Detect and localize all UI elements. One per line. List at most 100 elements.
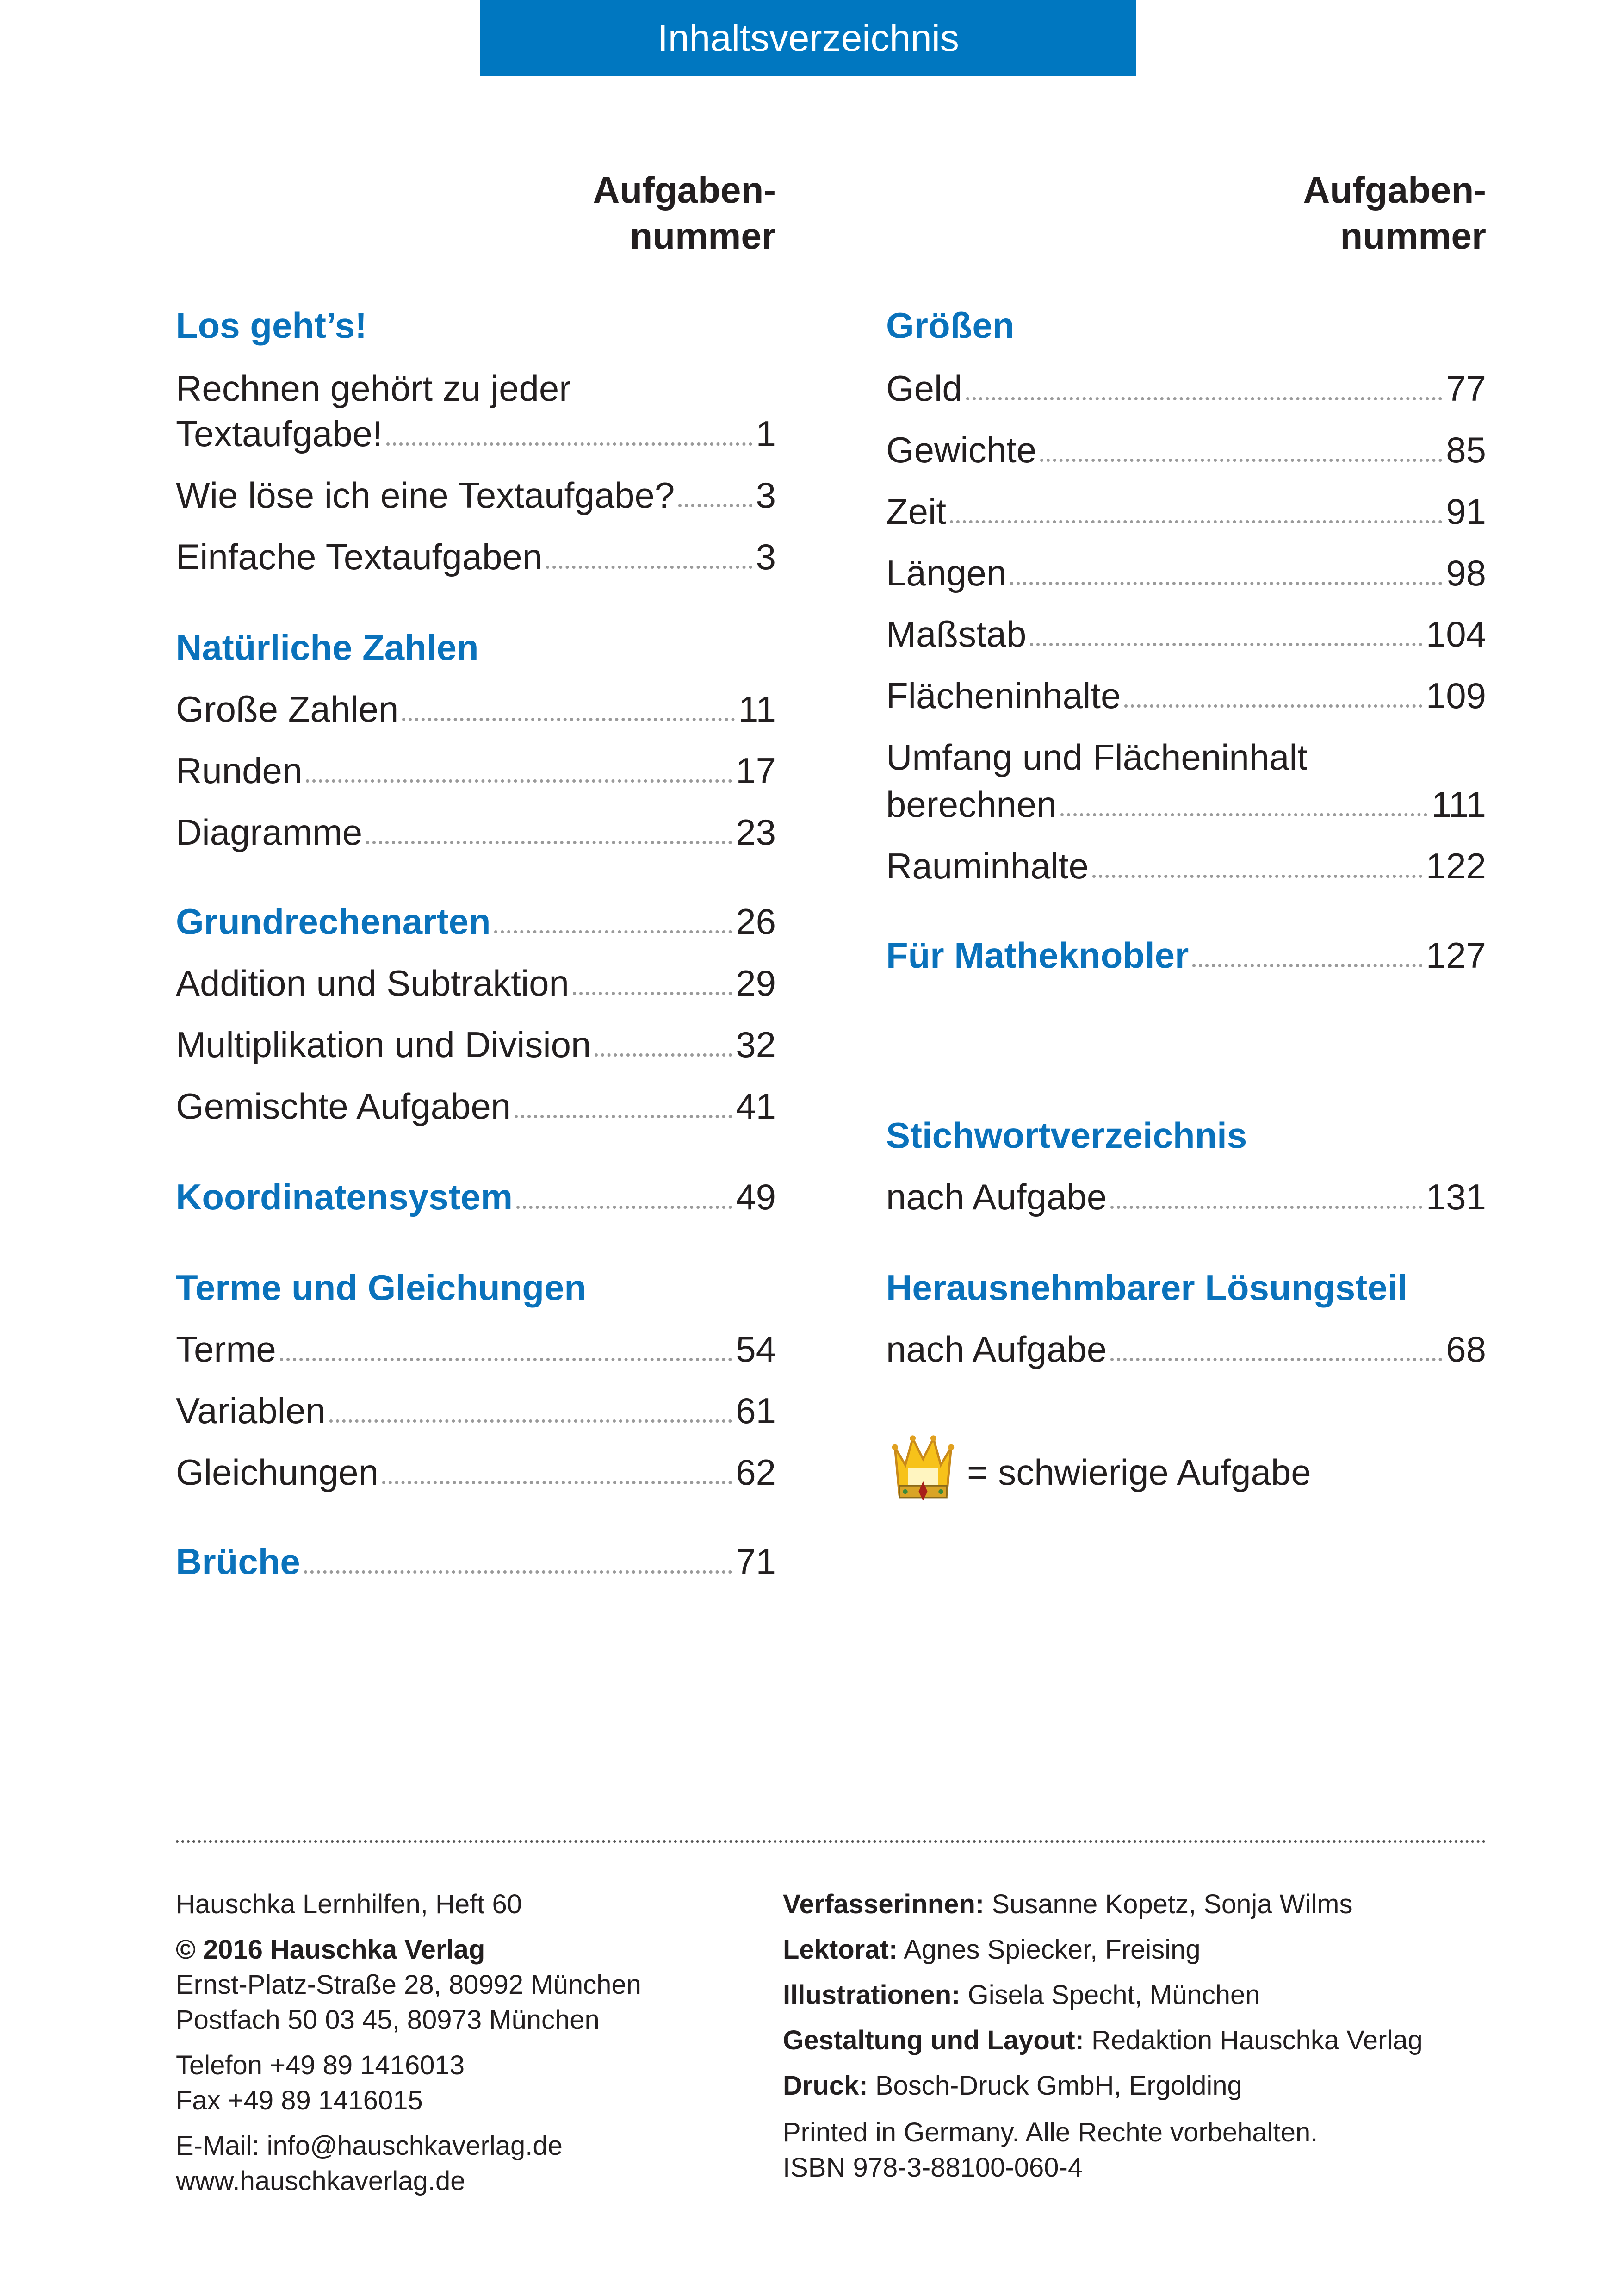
toc-entry[interactable]: Gewichte 85 (886, 426, 1486, 474)
credit-key: Illustrationen: (783, 1979, 961, 2010)
section-heading[interactable]: Terme und Gleichungen (176, 1267, 586, 1308)
entry-label: Diagramme (176, 811, 363, 852)
dot-leader (1092, 874, 1422, 878)
dot-leader (1060, 813, 1428, 816)
entry-number: 127 (1426, 934, 1486, 976)
toc-entry[interactable]: Maßstab 104 (886, 610, 1486, 658)
toc-entry[interactable]: Textaufgabe! 1 (176, 410, 776, 458)
dot-leader (572, 991, 732, 995)
section-heading[interactable]: Größen (886, 305, 1015, 346)
toc-left-column: Aufgaben- nummer Los geht’s! Rechnen geh… (176, 0, 776, 1620)
dot-leader (1040, 458, 1443, 462)
heading-label: Für Matheknobler (886, 934, 1189, 976)
section-heading[interactable]: Brüche 71 (176, 1537, 776, 1586)
entry-number: 11 (738, 688, 776, 729)
section-heading[interactable]: Natürliche Zahlen (176, 627, 479, 668)
entry-number: 98 (1446, 552, 1486, 593)
credit-value: Redaktion Hauschka Verlag (1091, 2025, 1423, 2055)
dot-leader (386, 442, 752, 446)
entry-number: 68 (1446, 1328, 1486, 1369)
legend-text: = schwierige Aufgabe (967, 1451, 1311, 1493)
toc-entry[interactable]: Addition und Subtraktion 29 (176, 959, 776, 1007)
imprint-printed: Printed in Germany. Alle Rechte vorbehal… (783, 2117, 1318, 2148)
toc-entry[interactable]: berechnen 111 (886, 780, 1486, 828)
toc-entry[interactable]: Zeit 91 (886, 487, 1486, 535)
dot-leader (966, 397, 1443, 400)
entry-label: Gleichungen (176, 1451, 378, 1493)
toc-entry[interactable]: Große Zahlen 11 (176, 685, 776, 733)
heading-label: Koordinatensystem (176, 1176, 513, 1217)
dot-leader (329, 1419, 732, 1423)
credit-key: Gestaltung und Layout: (783, 2025, 1084, 2055)
entry-label: berechnen (886, 784, 1057, 825)
section-heading[interactable]: Herausnehmbarer Lösungsteil (886, 1267, 1407, 1308)
imprint-email[interactable]: E-Mail: info@hauschkaverlag.de (176, 2130, 563, 2161)
entry-number: 61 (736, 1390, 776, 1431)
dot-leader (516, 1205, 732, 1209)
dot-leader (304, 1570, 732, 1574)
entry-number: 91 (1446, 491, 1486, 532)
entry-number: 104 (1426, 614, 1486, 655)
entry-number: 111 (1431, 784, 1486, 825)
credit-key: Druck: (783, 2070, 868, 2101)
dot-leader (1192, 964, 1422, 967)
imprint-copyright: © 2016 Hauschka Verlag (176, 1934, 485, 1965)
dot-leader (1124, 704, 1422, 708)
entry-number: 3 (756, 536, 776, 577)
toc-entry[interactable]: Gleichungen 62 (176, 1448, 776, 1496)
toc-entry[interactable]: Diagramme 23 (176, 808, 776, 856)
entry-number: 32 (736, 1024, 776, 1065)
column-header-line1: Aufgaben- (593, 169, 776, 211)
toc-entry[interactable]: Rauminhalte 122 (886, 842, 1486, 890)
entry-number: 77 (1446, 367, 1486, 409)
entry-label: Rauminhalte (886, 845, 1089, 886)
separator-line (176, 1840, 1486, 1843)
entry-label: Gemischte Aufgaben (176, 1085, 511, 1126)
dot-leader (1010, 581, 1443, 585)
entry-label: Textaufgabe! (176, 413, 383, 454)
toc-entry[interactable]: Längen 98 (886, 549, 1486, 597)
header-title: Inhaltsverzeichnis (657, 17, 959, 59)
entry-label: Variablen (176, 1390, 326, 1431)
dot-leader (279, 1357, 732, 1361)
entry-number: 26 (736, 901, 776, 942)
section-heading[interactable]: Koordinatensystem 49 (176, 1173, 776, 1221)
toc-entry[interactable]: Gemischte Aufgaben 41 (176, 1082, 776, 1130)
toc-right-column: Aufgaben- nummer Größen Geld 77 Gewichte 8… (886, 0, 1486, 1620)
entry-label: Längen (886, 552, 1007, 593)
section-heading[interactable]: Los geht’s! (176, 305, 367, 346)
entry-number: 1 (756, 413, 776, 454)
entry-number: 109 (1426, 675, 1486, 716)
toc-entry[interactable]: Terme 54 (176, 1325, 776, 1373)
toc-entry[interactable]: Wie löse ich eine Textaufgabe? 3 (176, 471, 776, 519)
section-heading[interactable]: Für Matheknobler 127 (886, 931, 1486, 979)
toc-entry[interactable]: Einfache Textaufgaben 3 (176, 533, 776, 581)
section-heading[interactable]: Grundrechenarten 26 (176, 897, 776, 946)
toc-entry[interactable]: Runden 17 (176, 747, 776, 795)
dot-leader (515, 1114, 732, 1118)
toc-entry[interactable]: Rechnen gehört zu jeder (176, 367, 571, 409)
imprint-editor: Lektorat: Agnes Spiecker, Freising (783, 1932, 1201, 1967)
entry-number: 3 (756, 474, 776, 516)
heading-label: Brüche (176, 1541, 300, 1582)
imprint-authors: Verfasserinnen: Susanne Kopetz, Sonja Wi… (783, 1887, 1353, 1922)
section-heading[interactable]: Stichwortverzeichnis (886, 1114, 1247, 1156)
toc-entry[interactable]: nach Aufgabe 131 (886, 1173, 1486, 1221)
toc-entry[interactable]: Variablen 61 (176, 1387, 776, 1435)
toc-entry[interactable]: nach Aufgabe 68 (886, 1325, 1486, 1373)
entry-number: 29 (736, 962, 776, 1003)
entry-number: 62 (736, 1451, 776, 1493)
entry-label: Gewichte (886, 429, 1037, 470)
entry-label: Flächeninhalte (886, 675, 1121, 716)
dot-leader (402, 717, 735, 721)
entry-label: Terme (176, 1328, 276, 1369)
toc-entry[interactable]: Umfang und Flächeninhalt (886, 737, 1308, 778)
dot-leader (595, 1053, 732, 1057)
toc-entry[interactable]: Geld 77 (886, 364, 1486, 412)
entry-number: 122 (1426, 845, 1486, 886)
entry-number: 131 (1426, 1176, 1486, 1217)
imprint-website[interactable]: www.hauschkaverlag.de (176, 2165, 465, 2196)
dot-leader (950, 520, 1443, 523)
toc-entry[interactable]: Multiplikation und Division 32 (176, 1020, 776, 1069)
toc-entry[interactable]: Flächeninhalte 109 (886, 672, 1486, 720)
